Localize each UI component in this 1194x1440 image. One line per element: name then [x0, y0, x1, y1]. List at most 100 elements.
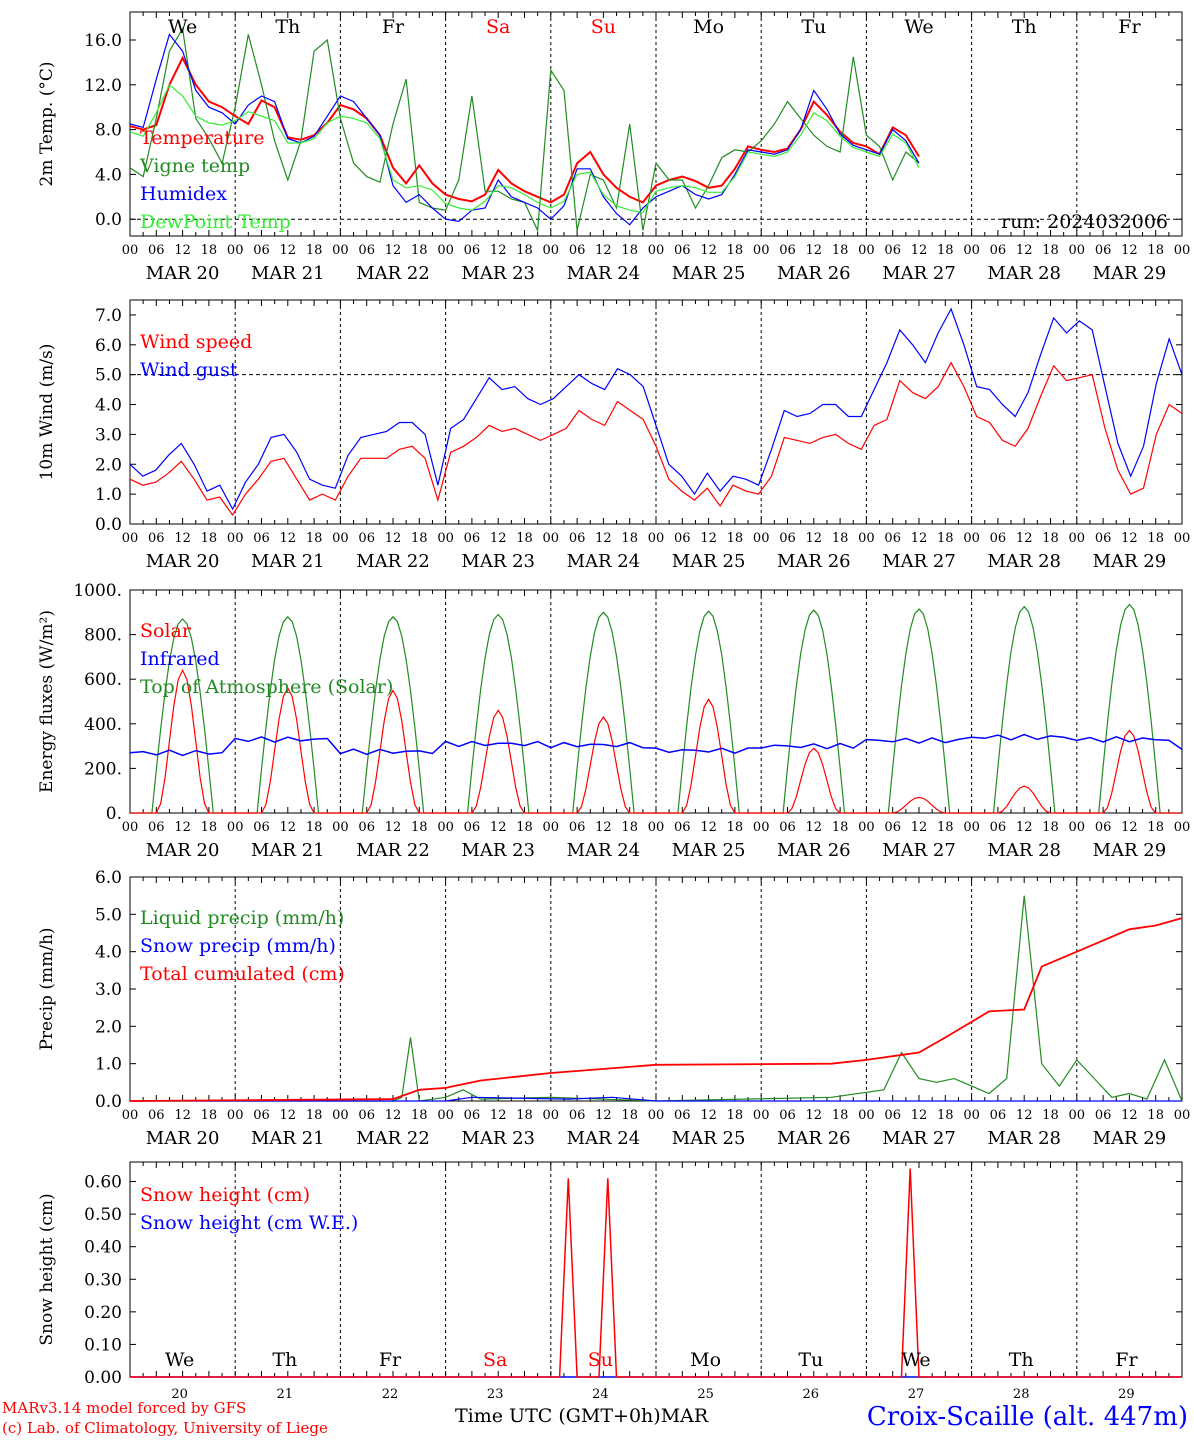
weekday-label: Tu	[801, 16, 826, 38]
hour-tick-label: 12	[911, 243, 928, 258]
hour-tick-label: 06	[990, 820, 1007, 835]
hour-tick-label: 12	[806, 1108, 823, 1123]
weekday-label: Fr	[1118, 16, 1141, 38]
hour-tick-label: 18	[306, 1108, 323, 1123]
hour-tick-label: 18	[621, 243, 638, 258]
hour-tick-label: 06	[148, 820, 165, 835]
hour-tick-label: 00	[543, 243, 560, 258]
hour-tick-label: 00	[753, 243, 770, 258]
y-tick-label: 1.0	[95, 1055, 122, 1075]
legend-entry: Wind gust	[140, 359, 238, 381]
hour-tick-label: 06	[253, 1108, 270, 1123]
hour-tick-label: 18	[411, 1108, 428, 1123]
hour-tick-label: 06	[464, 820, 481, 835]
weekday-label: Fr	[382, 16, 405, 38]
hour-tick-label: 12	[174, 531, 191, 546]
weekday-label: We	[165, 1349, 194, 1371]
legend-entry: Snow precip (mm/h)	[140, 935, 336, 957]
weekday-label: Th	[272, 1349, 297, 1371]
hour-tick-label: 00	[648, 531, 665, 546]
hour-tick-label: 06	[358, 243, 375, 258]
hour-tick-label: 18	[516, 820, 533, 835]
date-label: MAR 25	[672, 551, 746, 572]
hour-tick-label: 00	[122, 243, 139, 258]
date-label: MAR 20	[146, 1128, 220, 1149]
date-label: MAR 27	[882, 840, 956, 861]
y-tick-label: 800.	[84, 626, 122, 646]
legend-entry: Top of Atmosphere (Solar)	[140, 676, 393, 698]
y-tick-label: 6.0	[95, 868, 122, 888]
hour-tick-label: 06	[990, 243, 1007, 258]
hour-tick-label: 12	[1121, 531, 1138, 546]
y-tick-label: 200.	[84, 759, 122, 779]
series-line-liquid-precip	[130, 895, 1183, 1102]
hour-tick-label: 06	[464, 531, 481, 546]
weekday-label: Fr	[379, 1349, 402, 1371]
hour-tick-label: 12	[700, 1108, 717, 1123]
hour-tick-label: 06	[779, 243, 796, 258]
date-label: MAR 24	[567, 1128, 641, 1149]
station-name: Croix-Scaille (alt. 447m)	[866, 1402, 1188, 1432]
date-number-label: 25	[697, 1387, 714, 1402]
date-number-label: 23	[487, 1387, 504, 1402]
hour-tick-label: 00	[858, 531, 875, 546]
hour-tick-label: 06	[674, 1108, 691, 1123]
hour-tick-label: 00	[858, 1108, 875, 1123]
hour-tick-label: 12	[385, 820, 402, 835]
series-line-wind-speed	[129, 361, 1183, 517]
hour-tick-label: 00	[227, 531, 244, 546]
date-label: MAR 21	[251, 840, 325, 861]
hour-tick-label: 00	[1174, 531, 1191, 546]
hour-tick-label: 06	[569, 1108, 586, 1123]
hour-tick-label: 00	[543, 1108, 560, 1123]
date-label: MAR 28	[987, 1128, 1061, 1149]
hour-tick-label: 00	[227, 1108, 244, 1123]
hour-tick-label: 06	[884, 1108, 901, 1123]
plot-frame	[129, 11, 1183, 237]
hour-tick-label: 06	[1095, 531, 1112, 546]
hour-tick-label: 18	[306, 820, 323, 835]
hour-tick-label: 06	[884, 820, 901, 835]
hour-tick-label: 00	[543, 820, 560, 835]
hour-tick-label: 06	[1095, 1108, 1112, 1123]
date-label: MAR 23	[461, 551, 535, 572]
date-label: MAR 24	[567, 551, 641, 572]
y-tick-label: 4.0	[95, 943, 122, 963]
hour-tick-label: 00	[1174, 1108, 1191, 1123]
hour-tick-label: 00	[122, 1108, 139, 1123]
y-tick-label: 3.0	[95, 425, 122, 445]
hour-tick-label: 12	[806, 820, 823, 835]
legend-entry: Snow height (cm W.E.)	[140, 1212, 358, 1234]
hour-tick-label: 06	[253, 531, 270, 546]
date-label: MAR 25	[672, 263, 746, 284]
hour-tick-label: 00	[753, 1108, 770, 1123]
date-label: MAR 26	[777, 263, 851, 284]
weekday-label: Su	[591, 16, 616, 38]
date-label: MAR 26	[777, 551, 851, 572]
hour-tick-label: 06	[884, 531, 901, 546]
run-label: run: 2024032006	[1001, 211, 1168, 233]
legend-entry: Vigne temp	[139, 155, 250, 177]
hour-tick-label: 18	[832, 243, 849, 258]
series-line-toa-solar	[130, 603, 1182, 814]
y-tick-label: 2.0	[95, 1017, 122, 1037]
y-tick-label: 8.0	[95, 121, 122, 141]
date-number-label: 24	[592, 1387, 609, 1402]
hour-tick-label: 00	[648, 1108, 665, 1123]
hour-tick-label: 00	[1069, 1108, 1086, 1123]
hour-tick-label: 12	[490, 243, 507, 258]
hour-tick-label: 18	[306, 243, 323, 258]
y-tick-label: 7.0	[95, 306, 122, 326]
hour-tick-label: 12	[174, 243, 191, 258]
date-label: MAR 25	[672, 1128, 746, 1149]
y-tick-label: 0.40	[84, 1238, 122, 1258]
date-label: MAR 20	[146, 840, 220, 861]
date-number-label: 29	[1118, 1387, 1135, 1402]
hour-tick-label: 00	[437, 243, 454, 258]
date-number-label: 27	[908, 1387, 925, 1402]
date-label: MAR 21	[251, 551, 325, 572]
date-label: MAR 29	[1093, 263, 1167, 284]
weekday-label: We	[901, 1349, 930, 1371]
date-label: MAR 28	[987, 551, 1061, 572]
